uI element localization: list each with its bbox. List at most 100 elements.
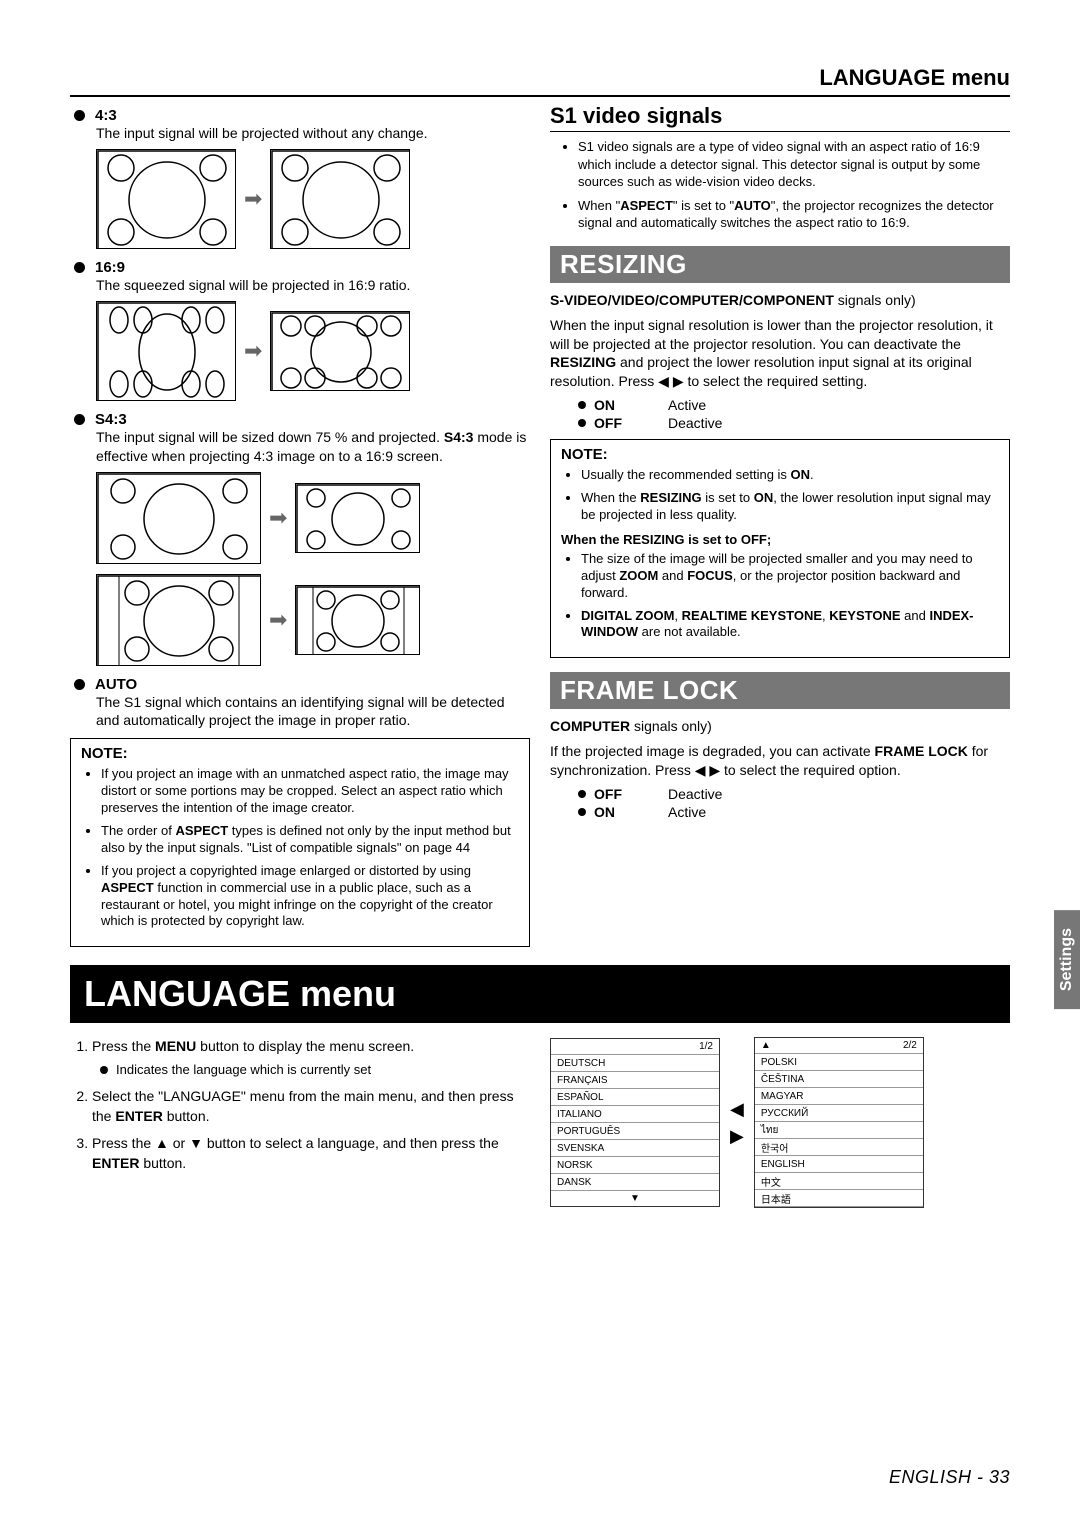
sub-step: Indicates the language which is currentl… <box>92 1061 530 1079</box>
bullet-icon <box>74 679 85 690</box>
step-item: Press the ▲ or ▼ button to select a lang… <box>92 1134 530 1173</box>
framelock-signals: COMPUTER signals only) <box>550 717 1010 736</box>
arrow-left-icon: ◀ <box>730 1099 744 1120</box>
option-off: OFFDeactive <box>550 415 1010 431</box>
lang-row: DANSK <box>551 1174 719 1191</box>
table-page-indicator: 1/2 <box>551 1039 719 1055</box>
resizing-body: When the input signal resolution is lowe… <box>550 316 1010 392</box>
bullet-icon <box>578 790 586 798</box>
bullet-icon <box>578 401 586 409</box>
note-list: Usually the recommended setting is ON. W… <box>561 467 999 524</box>
language-table-2: ▲2/2 POLSKI ČEŠTINA MAGYAR РУССКИЙ ไทย 한… <box>754 1037 924 1208</box>
diagram-before <box>96 472 261 564</box>
two-column-layout: 4:3 The input signal will be projected w… <box>70 103 1010 947</box>
diagram-after <box>270 311 410 391</box>
lang-row: PORTUGUÊS <box>551 1123 719 1140</box>
arrow-right-icon: ➡ <box>269 607 287 633</box>
aspect-s43-desc: The input signal will be sized down 75 %… <box>70 428 530 466</box>
option-off: OFFDeactive <box>550 786 1010 802</box>
lang-row: ITALIANO <box>551 1106 719 1123</box>
note-item: Usually the recommended setting is ON. <box>581 467 999 484</box>
lang-row: DEUTSCH <box>551 1055 719 1072</box>
note-item: If you project an image with an unmatche… <box>101 766 519 817</box>
language-tables-column: 1/2 DEUTSCH FRANÇAIS ESPAÑOL ITALIANO PO… <box>550 1037 1010 1208</box>
lang-row: SVENSKA <box>551 1140 719 1157</box>
diagram-169: ➡ <box>70 301 530 401</box>
lang-row: РУССКИЙ <box>755 1105 923 1122</box>
bullet-icon <box>74 414 85 425</box>
language-steps: Press the MENU button to display the men… <box>70 1037 530 1173</box>
header-rule <box>70 95 1010 97</box>
heading-text: 4:3 <box>95 107 117 124</box>
lang-row: ČEŠTINA <box>755 1071 923 1088</box>
table-page-indicator: ▲2/2 <box>755 1038 923 1054</box>
note-title: NOTE: <box>561 446 999 463</box>
note-item: The order of ASPECT types is defined not… <box>101 823 519 857</box>
step-item: Press the MENU button to display the men… <box>92 1037 530 1079</box>
off-list: The size of the image will be projected … <box>561 551 999 641</box>
aspect-auto-heading: AUTO <box>70 676 530 693</box>
option-on: ONActive <box>550 804 1010 820</box>
bullet-icon <box>74 262 85 273</box>
aspect-43-desc: The input signal will be projected witho… <box>70 124 530 143</box>
bullet-icon <box>74 110 85 121</box>
heading-text: AUTO <box>95 676 137 693</box>
arrow-right-icon: ➡ <box>244 186 262 212</box>
lang-row: POLSKI <box>755 1054 923 1071</box>
aspect-auto-desc: The S1 signal which contains an identify… <box>70 693 530 731</box>
language-table-1: 1/2 DEUTSCH FRANÇAIS ESPAÑOL ITALIANO PO… <box>550 1038 720 1207</box>
diagram-after <box>295 585 420 655</box>
language-menu-title: LANGUAGE menu <box>70 965 1010 1023</box>
language-panels: 1/2 DEUTSCH FRANÇAIS ESPAÑOL ITALIANO PO… <box>550 1037 1010 1208</box>
settings-side-tab: Settings <box>1054 910 1080 1009</box>
diagram-s43-row1: ➡ <box>70 472 530 564</box>
language-menu-columns: Press the MENU button to display the men… <box>70 1037 1010 1208</box>
list-item: S1 video signals are a type of video sig… <box>578 138 1010 191</box>
lang-row: MAGYAR <box>755 1088 923 1105</box>
lang-row: 한국어 <box>755 1139 923 1156</box>
note-item: The size of the image will be projected … <box>581 551 999 602</box>
lang-row: NORSK <box>551 1157 719 1174</box>
s1-list: S1 video signals are a type of video sig… <box>550 138 1010 232</box>
diagram-before <box>96 301 236 401</box>
scroll-down-icon: ▼ <box>551 1191 719 1206</box>
resizing-heading: RESIZING <box>550 246 1010 283</box>
manual-page: LANGUAGE menu 4:3 The input signal will … <box>0 0 1080 1248</box>
arrow-right-icon: ➡ <box>269 505 287 531</box>
aspect-43-heading: 4:3 <box>70 107 530 124</box>
note-item: DIGITAL ZOOM, REALTIME KEYSTONE, KEYSTON… <box>581 608 999 642</box>
aspect-169-desc: The squeezed signal will be projected in… <box>70 276 530 295</box>
framelock-body: If the projected image is degraded, you … <box>550 742 1010 780</box>
lang-row: ESPAÑOL <box>551 1089 719 1106</box>
s1-heading: S1 video signals <box>550 103 1010 132</box>
left-column: 4:3 The input signal will be projected w… <box>70 103 530 947</box>
right-column: S1 video signals S1 video signals are a … <box>550 103 1010 947</box>
lang-row: ENGLISH <box>755 1156 923 1173</box>
bullet-icon <box>578 808 586 816</box>
lang-row: 日本語 <box>755 1190 923 1207</box>
aspect-169-heading: 16:9 <box>70 259 530 276</box>
aspect-note-box: NOTE: If you project an image with an un… <box>70 738 530 947</box>
arrow-right-icon: ➡ <box>244 338 262 364</box>
note-item: When the RESIZING is set to ON, the lowe… <box>581 490 999 524</box>
list-item: When "ASPECT" is set to "AUTO", the proj… <box>578 197 1010 232</box>
bullet-icon <box>578 419 586 427</box>
arrow-right-icon: ▶ <box>730 1126 744 1147</box>
step-item: Select the "LANGUAGE" menu from the main… <box>92 1087 530 1126</box>
note-list: If you project an image with an unmatche… <box>81 766 519 930</box>
heading-text: 16:9 <box>95 259 125 276</box>
lang-row: ไทย <box>755 1122 923 1139</box>
diagram-before <box>96 149 236 249</box>
lang-row: FRANÇAIS <box>551 1072 719 1089</box>
framelock-heading: FRAME LOCK <box>550 672 1010 709</box>
lang-row: 中文 <box>755 1173 923 1190</box>
option-on: ONActive <box>550 397 1010 413</box>
diagram-after <box>270 149 410 249</box>
bullet-icon <box>100 1066 108 1074</box>
diagram-before <box>96 574 261 666</box>
aspect-s43-heading: S4:3 <box>70 411 530 428</box>
diagram-s43-row2: ➡ <box>70 574 530 666</box>
page-footer: ENGLISH - 33 <box>889 1467 1010 1488</box>
steps-column: Press the MENU button to display the men… <box>70 1037 530 1208</box>
page-arrows: ◀ ▶ <box>730 1099 744 1147</box>
